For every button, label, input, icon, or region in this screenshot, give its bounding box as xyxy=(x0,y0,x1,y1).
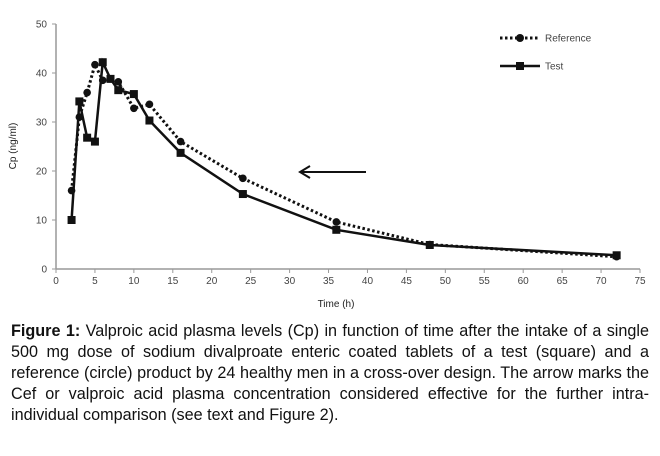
data-point-square xyxy=(67,216,76,224)
data-point-square xyxy=(425,240,434,249)
legend-label: Reference xyxy=(545,34,592,45)
x-tick-label: 15 xyxy=(167,276,179,287)
y-tick-label: 30 xyxy=(36,118,48,129)
data-point-circle xyxy=(114,78,123,86)
x-tick-label: 60 xyxy=(518,276,530,287)
cef-arrow xyxy=(298,165,366,179)
axes: 0 5 10 15 20 25 30 35 40 45 50 55 60 65 70 75 0 10 20 30 40 5… xyxy=(36,20,646,288)
x-tick-label: 65 xyxy=(557,276,569,287)
y-tick-label: 0 xyxy=(41,265,47,276)
y-axis-label: Cp (ng/ml) xyxy=(8,123,19,170)
data-point-circle xyxy=(130,104,138,113)
x-tick-label: 45 xyxy=(401,276,413,287)
data-point-circle xyxy=(91,60,99,69)
y-tick-label: 50 xyxy=(36,20,48,31)
x-tick-label: 40 xyxy=(362,276,374,287)
x-tick-label: 50 xyxy=(440,276,452,287)
caption-text: Valproic acid plasma levels (Cp) in func… xyxy=(11,322,649,424)
x-tick-label: 55 xyxy=(479,276,491,287)
data-point-square xyxy=(612,251,621,260)
x-tick-label: 35 xyxy=(323,276,335,287)
data-point-square xyxy=(83,133,92,142)
data-point-circle xyxy=(145,100,154,109)
x-tick-label: 10 xyxy=(128,276,140,287)
data-point-square xyxy=(90,137,99,146)
series-test xyxy=(67,57,621,260)
data-point-square xyxy=(114,86,123,95)
data-point-circle xyxy=(83,88,91,97)
data-point-square xyxy=(332,225,341,234)
y-tick-label: 20 xyxy=(36,167,48,178)
x-tick-label: 5 xyxy=(92,276,98,287)
data-point-square xyxy=(129,90,138,99)
data-point-square xyxy=(75,97,84,106)
x-tick-label: 0 xyxy=(53,276,59,287)
data-point-square xyxy=(176,148,185,157)
data-point-circle xyxy=(332,218,341,226)
data-point-square xyxy=(145,116,154,125)
legend-marker-circle xyxy=(516,34,524,42)
data-point-circle xyxy=(239,174,247,183)
y-tick-label: 40 xyxy=(36,69,48,80)
series-line xyxy=(70,60,617,259)
x-tick-label: 20 xyxy=(206,276,218,287)
data-point-square xyxy=(238,190,247,199)
data-point-square xyxy=(106,74,115,83)
y-tick-label: 10 xyxy=(36,216,48,227)
data-point-circle xyxy=(176,137,185,146)
caption-label: Figure 1: xyxy=(11,322,81,340)
x-tick-label: 75 xyxy=(634,276,646,287)
legend-label: Test xyxy=(545,62,564,73)
legend-marker-square xyxy=(516,62,524,70)
figure-caption: Figure 1: Valproic acid plasma levels (C… xyxy=(11,321,649,426)
x-axis-label: Time (h) xyxy=(318,299,355,310)
data-point-square xyxy=(98,58,107,67)
series-line xyxy=(70,57,617,257)
chart: 0 5 10 15 20 25 30 35 40 45 50 55 60 65 70 75 0 10 20 30 40 5… xyxy=(8,20,646,311)
legend: Reference Test xyxy=(500,34,592,73)
series-layer xyxy=(67,57,621,261)
x-tick-label: 25 xyxy=(245,276,257,287)
x-tick-label: 70 xyxy=(596,276,608,287)
x-tick-label: 30 xyxy=(284,276,296,287)
